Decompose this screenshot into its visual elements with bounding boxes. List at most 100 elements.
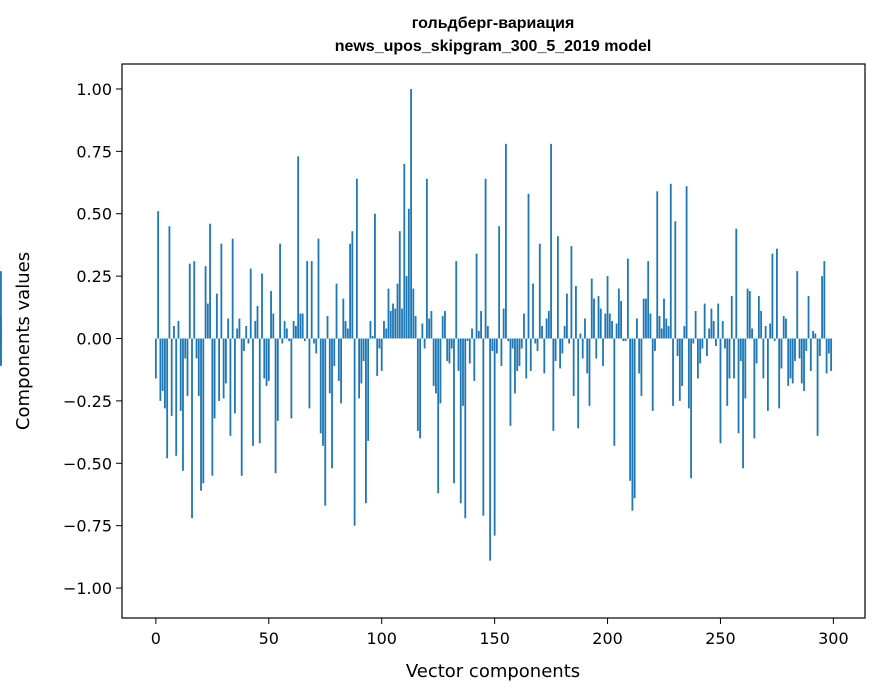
bar-118 xyxy=(421,323,424,339)
bar-50 xyxy=(267,338,270,381)
bar-46 xyxy=(258,338,261,444)
chart-subtitle: news_upos_skipgram_300_5_2019 model xyxy=(335,38,652,55)
bar-205 xyxy=(617,288,620,339)
bar-257 xyxy=(735,228,738,339)
bar-9 xyxy=(175,338,178,456)
bar-258 xyxy=(737,338,740,434)
bar-57 xyxy=(283,321,286,339)
bar-139 xyxy=(468,338,471,364)
bar-59 xyxy=(288,338,291,341)
bar-87 xyxy=(351,231,354,339)
bar-214 xyxy=(638,338,641,374)
bar-44 xyxy=(254,321,257,339)
bar-48 xyxy=(263,338,266,379)
bar-102 xyxy=(385,328,388,339)
bar-160 xyxy=(516,338,519,371)
bar-42 xyxy=(249,268,252,339)
bar-127 xyxy=(441,316,444,339)
bar-199 xyxy=(604,313,607,339)
bar-251 xyxy=(721,321,724,339)
bar-78 xyxy=(331,338,333,469)
bar-221 xyxy=(654,338,656,351)
bar-65 xyxy=(301,313,304,339)
bar-128 xyxy=(444,311,446,339)
bar-272 xyxy=(769,323,772,339)
bar-undefined xyxy=(0,338,2,364)
bar-259 xyxy=(739,338,742,361)
bar-276 xyxy=(778,338,781,409)
bar-8 xyxy=(173,326,175,339)
bar-53 xyxy=(274,338,277,474)
bar-141 xyxy=(473,338,476,381)
bar-89 xyxy=(355,178,358,339)
bar-262 xyxy=(746,288,749,339)
bar-56 xyxy=(281,338,284,344)
bar-171 xyxy=(541,326,543,339)
bar-192 xyxy=(588,338,591,406)
bar-135 xyxy=(459,338,462,504)
bar-84 xyxy=(344,321,347,339)
bar-99 xyxy=(378,338,381,349)
bar-291 xyxy=(812,331,814,339)
bar-82 xyxy=(340,338,342,404)
bar-201 xyxy=(608,313,611,339)
bar-271 xyxy=(766,338,769,411)
y-tick-label: 0.25 xyxy=(76,267,112,286)
bar-153 xyxy=(500,338,503,366)
bar-186 xyxy=(575,286,577,339)
x-tick-label: 250 xyxy=(705,629,736,648)
bar-67 xyxy=(306,261,309,339)
bar-140 xyxy=(471,328,473,339)
chart-title: гольдберг-вариация xyxy=(412,15,575,32)
bar-270 xyxy=(764,326,767,339)
y-tick-label: −1.00 xyxy=(63,579,112,598)
bar-285 xyxy=(798,338,801,359)
bar-194 xyxy=(593,298,595,339)
bar-202 xyxy=(611,321,613,339)
bar-168 xyxy=(534,338,537,344)
bar-79 xyxy=(333,338,336,366)
bar-166 xyxy=(529,338,532,371)
bar-247 xyxy=(712,321,715,339)
bar-227 xyxy=(667,326,670,339)
bar-249 xyxy=(717,303,720,339)
bar-133 xyxy=(455,261,458,339)
bar-109 xyxy=(401,308,403,339)
bar-162 xyxy=(520,338,523,349)
bar-143 xyxy=(477,331,480,339)
y-tick-label: −0.75 xyxy=(63,517,112,536)
bar-260 xyxy=(742,338,744,469)
bar-149 xyxy=(491,338,494,351)
bar-19 xyxy=(197,338,200,396)
bar-49 xyxy=(265,338,268,386)
bar-28 xyxy=(218,338,221,401)
y-tick-label: 0.50 xyxy=(76,205,112,224)
bar-244 xyxy=(706,338,708,356)
bar-165 xyxy=(527,193,530,339)
bar-181 xyxy=(563,326,566,339)
bar-77 xyxy=(328,338,331,394)
bar-231 xyxy=(676,338,679,356)
bar-58 xyxy=(285,328,288,339)
bar-156 xyxy=(507,338,510,341)
bar-195 xyxy=(595,338,598,359)
bar-6 xyxy=(168,226,171,339)
bar-94 xyxy=(367,338,370,441)
x-tick-label: 300 xyxy=(818,629,849,648)
bar-211 xyxy=(631,338,634,511)
bar-92 xyxy=(362,338,365,361)
bar-39 xyxy=(243,338,245,351)
bar-268 xyxy=(760,311,763,339)
bar-204 xyxy=(615,323,618,339)
bar-216 xyxy=(642,298,645,339)
bar-239 xyxy=(694,311,697,339)
bar-45 xyxy=(256,306,259,339)
bar-52 xyxy=(272,313,275,339)
bar-69 xyxy=(310,261,313,339)
bar-83 xyxy=(342,298,345,339)
x-tick-label: 150 xyxy=(479,629,510,648)
bar-119 xyxy=(423,338,426,349)
bar-91 xyxy=(360,338,363,384)
bar-103 xyxy=(387,288,390,339)
bar-105 xyxy=(392,303,394,339)
